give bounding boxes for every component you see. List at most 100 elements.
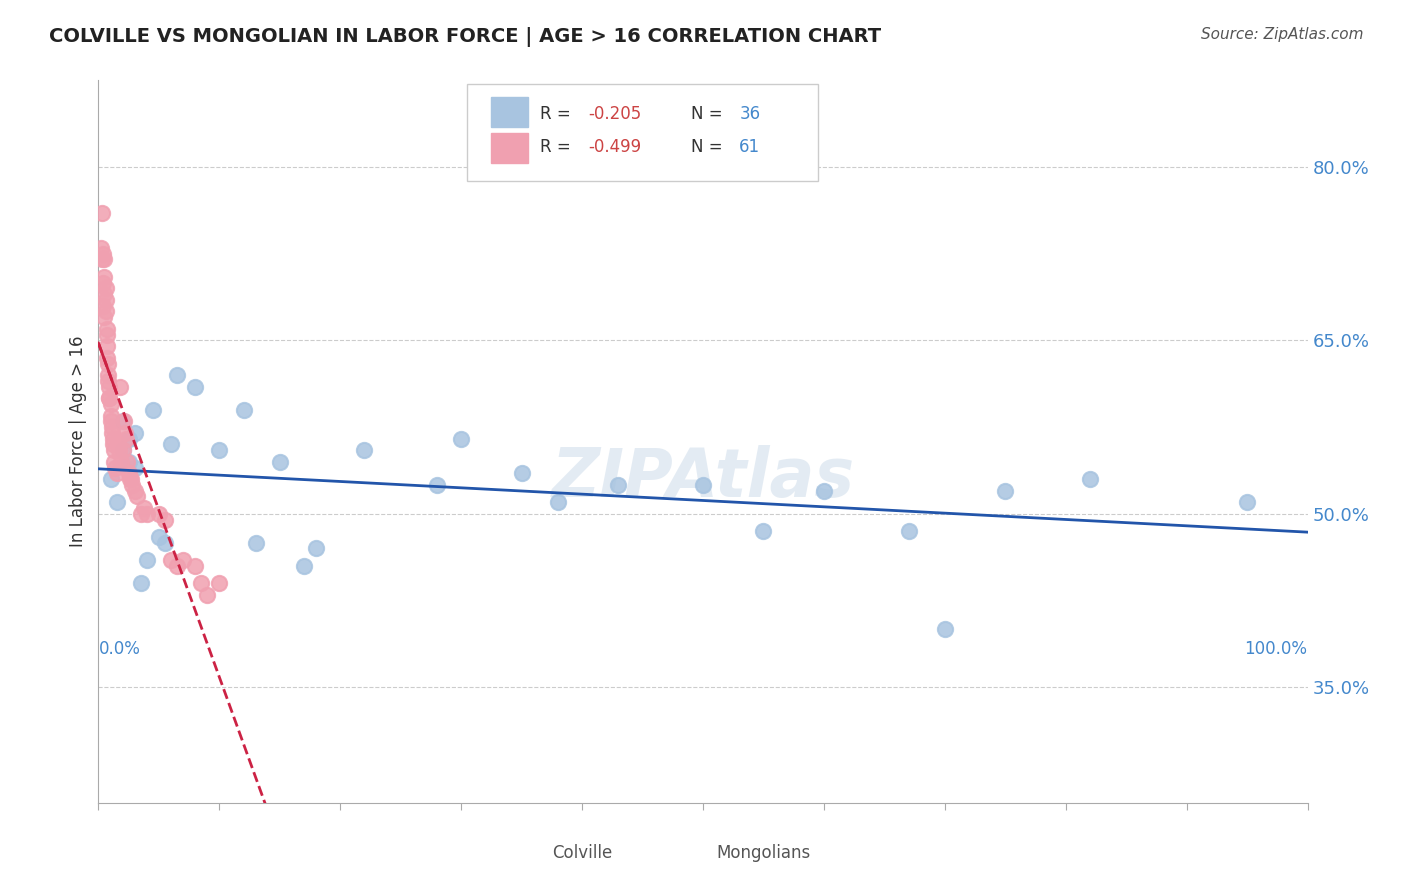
Point: [98, 391, 121, 405]
Point: [148, 530, 170, 544]
Point: [269, 455, 291, 469]
Text: -0.499: -0.499: [588, 137, 641, 156]
Point: [96, 351, 118, 365]
Point: [195, 588, 218, 602]
Point: [353, 443, 375, 458]
Point: [153, 512, 176, 526]
Point: [111, 443, 134, 458]
Point: [127, 490, 149, 504]
Point: [94, 304, 117, 318]
FancyBboxPatch shape: [492, 133, 527, 163]
Text: R =: R =: [540, 105, 576, 123]
Point: [111, 414, 134, 428]
Point: [118, 455, 141, 469]
Point: [108, 379, 131, 393]
Point: [98, 391, 121, 405]
Point: [135, 553, 157, 567]
FancyBboxPatch shape: [467, 84, 818, 181]
Y-axis label: In Labor Force | Age > 16: In Labor Force | Age > 16: [69, 335, 87, 548]
Point: [813, 483, 835, 498]
Text: 100.0%: 100.0%: [1244, 640, 1308, 658]
Point: [118, 472, 141, 486]
Point: [110, 455, 132, 469]
Text: N =: N =: [690, 105, 728, 123]
Point: [129, 507, 152, 521]
Point: [934, 623, 956, 637]
Point: [208, 576, 231, 591]
Point: [112, 414, 135, 428]
Point: [100, 420, 122, 434]
Point: [1078, 472, 1101, 486]
Point: [692, 478, 714, 492]
Point: [94, 293, 117, 307]
Text: Source: ZipAtlas.com: Source: ZipAtlas.com: [1201, 27, 1364, 42]
FancyBboxPatch shape: [522, 835, 564, 864]
Point: [115, 432, 138, 446]
Point: [166, 368, 188, 382]
FancyBboxPatch shape: [703, 835, 745, 864]
Point: [91, 246, 114, 260]
Text: 61: 61: [740, 137, 761, 156]
Point: [135, 507, 157, 521]
Point: [184, 558, 207, 573]
Point: [97, 357, 120, 371]
Point: [93, 310, 115, 325]
Point: [184, 379, 207, 393]
Point: [97, 368, 120, 382]
Text: Colville: Colville: [553, 845, 612, 863]
Point: [98, 379, 121, 393]
Text: N =: N =: [690, 137, 728, 156]
Point: [93, 252, 115, 267]
Point: [100, 472, 122, 486]
Point: [96, 327, 118, 342]
Point: [90, 241, 112, 255]
Point: [118, 467, 141, 481]
Point: [96, 339, 118, 353]
Point: [91, 299, 114, 313]
Point: [94, 281, 117, 295]
Point: [166, 558, 188, 573]
Point: [142, 402, 165, 417]
Text: Mongolians: Mongolians: [716, 845, 811, 863]
Point: [607, 478, 630, 492]
Point: [93, 269, 115, 284]
Point: [93, 287, 115, 301]
Point: [96, 322, 118, 336]
Point: [994, 483, 1017, 498]
Text: -0.205: -0.205: [588, 105, 641, 123]
Point: [100, 397, 122, 411]
Point: [160, 553, 183, 567]
Point: [105, 467, 128, 481]
Point: [100, 409, 122, 423]
Point: [97, 374, 120, 388]
Point: [160, 437, 183, 451]
Text: 36: 36: [740, 105, 761, 123]
Point: [100, 425, 122, 440]
Point: [118, 432, 141, 446]
Point: [91, 206, 114, 220]
Point: [510, 467, 533, 481]
Point: [101, 432, 124, 446]
Text: R =: R =: [540, 137, 576, 156]
Point: [208, 443, 231, 458]
Point: [121, 478, 143, 492]
Point: [124, 460, 146, 475]
Point: [111, 443, 134, 458]
Point: [124, 483, 146, 498]
Point: [190, 576, 212, 591]
Point: [547, 495, 569, 509]
Point: [100, 414, 122, 428]
Point: [450, 432, 472, 446]
Point: [305, 541, 328, 556]
Text: COLVILLE VS MONGOLIAN IN LABOR FORCE | AGE > 16 CORRELATION CHART: COLVILLE VS MONGOLIAN IN LABOR FORCE | A…: [49, 27, 882, 46]
Point: [91, 276, 114, 290]
Point: [426, 478, 449, 492]
FancyBboxPatch shape: [492, 97, 527, 128]
Point: [108, 443, 131, 458]
Point: [103, 455, 125, 469]
Point: [153, 535, 176, 549]
Point: [752, 524, 775, 538]
Point: [117, 455, 139, 469]
Point: [1236, 495, 1258, 509]
Point: [101, 437, 124, 451]
